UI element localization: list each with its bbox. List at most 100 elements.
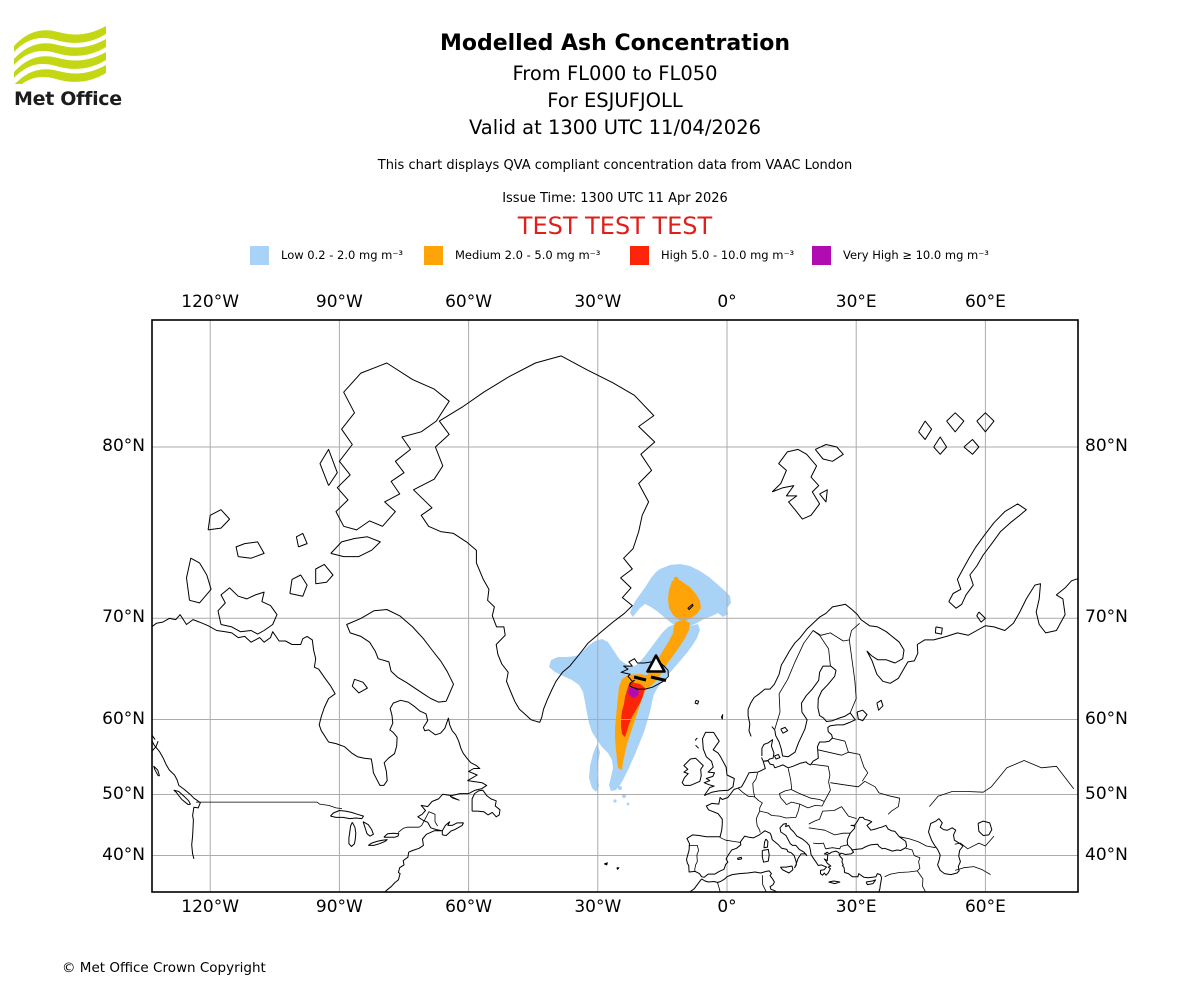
coast-emphasis [633,675,647,682]
coastline [351,678,368,694]
lat-label-left: 60°N [102,708,145,729]
lat-label-right: 60°N [1085,708,1128,729]
coastline [604,862,608,866]
lat-label-left: 50°N [102,783,145,804]
coastline [330,810,364,820]
country-border [761,875,767,892]
coastline [780,865,794,874]
legend-item-high: High 5.0 - 10.0 mg m⁻³ [630,245,794,265]
coastline [963,439,980,455]
lat-label-right: 80°N [1085,436,1128,456]
coastline [814,444,844,462]
coast-emphasis [650,675,667,683]
met-office-logo-text: Met Office [14,88,122,110]
country-border [905,847,921,872]
lon-label-top: 90°W [315,292,363,312]
map-frame [151,319,1079,893]
ash-dot-low [618,786,622,790]
coastline [383,832,400,838]
coastline [616,867,620,870]
country-border [774,630,814,730]
country-border [719,836,741,843]
coastline [736,856,743,860]
ash-polygon-low [589,744,600,792]
legend-swatch-low [250,245,269,265]
volcano-name-line: For ESJUFJOLL [547,89,683,112]
country-border [812,630,850,642]
met-office-logo-icon [14,26,106,84]
country-border [844,741,849,753]
country-border [752,772,763,812]
lon-label-bottom: 30°W [574,897,622,917]
country-border [786,801,801,818]
page-title: Modelled Ash Concentration [439,31,791,56]
coastline [687,603,694,610]
coastline [348,822,357,847]
coastline [694,737,698,741]
country-border [929,760,1075,807]
lon-label-top: 60°W [445,292,493,312]
country-border [817,749,842,756]
coastline [747,578,1078,737]
country-border [841,806,857,819]
coastline [207,509,231,531]
coastline [976,611,986,623]
country-border [316,801,343,809]
coastline [335,362,450,531]
flight-level-range: From FL000 to FL050 [512,62,718,85]
country-border [791,789,825,802]
legend-item-very-high: Very High ≥ 10.0 mg m⁻³ [812,245,989,265]
volcano-marker-icon [646,654,666,673]
country-border [787,768,792,790]
country-border [825,844,848,850]
country-border [830,780,901,815]
country-border [859,754,869,782]
ash-polygon-high [621,682,645,737]
legend-label-very-high: Very High ≥ 10.0 mg m⁻³ [843,248,989,262]
coastline [761,739,775,761]
ash-polygon-medium [668,579,701,621]
country-border [397,811,438,833]
map-canvas [151,319,1079,893]
coastline [946,412,965,433]
coastline [856,709,868,722]
lat-label-right: 40°N [1085,844,1128,865]
lon-label-top: 0° [717,292,737,312]
lat-label-left: 80°N [102,436,145,456]
coastline [152,741,159,752]
country-border [811,763,831,802]
coastline [449,795,460,801]
country-border [848,623,860,714]
coastline [441,821,464,836]
lon-label-top: 120°W [181,292,240,312]
coastline [152,614,488,892]
country-border [755,810,761,833]
qva-compliance-note: This chart displays QVA compliant concen… [377,158,853,173]
coastline [681,757,704,786]
coastline [976,412,995,433]
country-border [812,630,831,667]
coastline [235,541,265,559]
coastline [763,665,856,769]
coastline [934,626,943,635]
coastline [780,726,789,734]
country-border [799,801,825,809]
lat-label-left: 40°N [102,844,145,865]
lon-label-bottom: 60°E [964,897,1006,917]
coastline [695,744,699,749]
coastline [471,789,501,818]
coastline [362,821,374,837]
lon-label-top: 30°E [835,292,877,312]
coastline [828,880,841,885]
country-border [688,845,699,872]
coastline [933,436,948,455]
lat-label-left: 70°N [102,607,145,628]
coastline [315,563,334,585]
ash-polygon-very_high [628,687,639,698]
country-border [899,836,936,849]
lon-label-bottom: 30°E [835,897,877,917]
legend-label-high: High 5.0 - 10.0 mg m⁻³ [661,248,795,262]
coastline [702,731,735,797]
coastline [819,489,828,503]
